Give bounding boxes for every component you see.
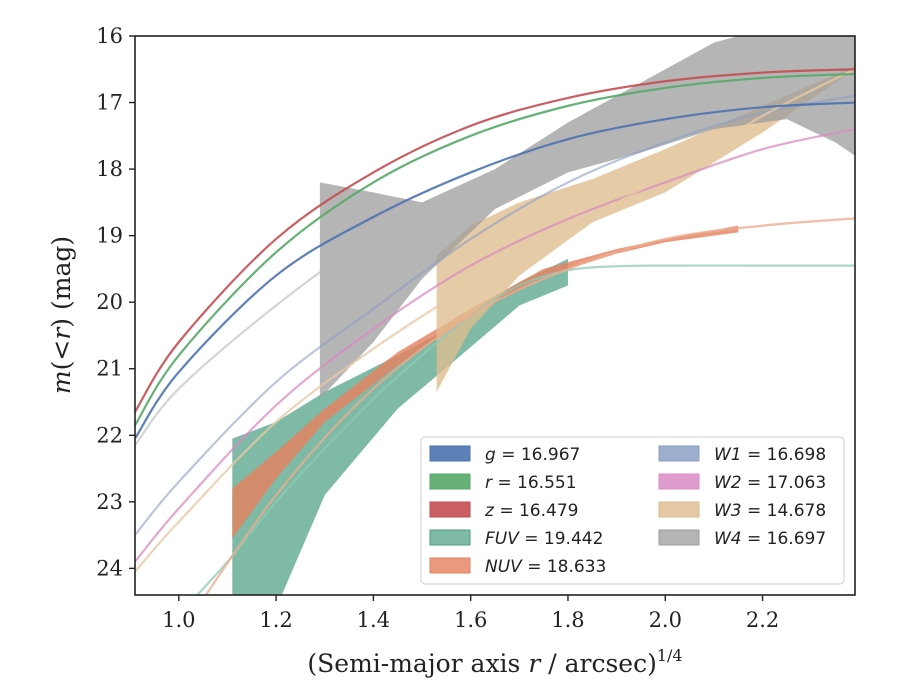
- y-tick-label: 23: [96, 490, 123, 514]
- legend-swatch-w1: [658, 445, 700, 462]
- legend: g = 16.967 r = 16.551 z = 16.479 FUV = 19.4…: [420, 436, 845, 585]
- band-layer: [232, 36, 855, 595]
- y-tick-label: 22: [96, 423, 123, 447]
- legend-swatch-g: [429, 445, 471, 462]
- series-line-r: [135, 72, 855, 426]
- series-line-g: [135, 101, 855, 440]
- series-line-z: [135, 68, 855, 413]
- legend-swatch-r: [429, 473, 471, 490]
- legend-swatch-w4: [658, 529, 700, 546]
- plot-frame: [134, 35, 856, 596]
- legend-label-nuv: NUV = 18.633: [485, 557, 606, 577]
- y-axis-label: m(<r) (mag): [47, 236, 76, 394]
- series-line-w1: [135, 94, 855, 536]
- y-tick-label: 24: [96, 556, 123, 580]
- legend-swatch-z: [429, 501, 471, 518]
- x-tick-label: 2.2: [746, 608, 779, 632]
- legend-swatch-nuv: [429, 557, 471, 574]
- legend-label-w4: W4 = 16.697: [714, 529, 826, 549]
- series-line-w2: [135, 128, 855, 563]
- line-layer: [135, 68, 855, 595]
- y-tick-label: 21: [96, 357, 123, 381]
- y-tick-label: 20: [96, 290, 123, 314]
- legend-label-w2: W2 = 17.063: [714, 473, 826, 493]
- band-w4: [319, 36, 855, 399]
- y-tick-label: 16: [96, 24, 123, 48]
- legend-label-r: r = 16.551: [485, 473, 577, 493]
- legend-swatch-fuv: [429, 529, 471, 546]
- legend-label-w1: W1 = 16.698: [714, 445, 826, 465]
- x-axis-label-main: (Semi-major axis: [307, 649, 528, 678]
- y-tick-label: 19: [96, 224, 123, 248]
- y-axis-label-mid: (<: [47, 340, 76, 371]
- x-tick-label: 1.2: [259, 608, 292, 632]
- x-axis-label: (Semi-major axis r / arcsec)1/4: [307, 646, 682, 678]
- x-tick-label: 2.0: [649, 608, 682, 632]
- x-tick-label: 1.6: [454, 608, 487, 632]
- x-axis: 1.0 1.2 1.4 1.6 1.8 2.0 2.2: [162, 595, 779, 632]
- x-axis-label-exp: 1/4: [657, 646, 683, 665]
- y-tick-label: 18: [96, 157, 123, 181]
- legend-label-fuv: FUV = 19.442: [485, 529, 603, 549]
- band-fuv: [232, 258, 568, 595]
- y-tick-label: 17: [96, 91, 123, 115]
- series-line-w4-line: [135, 141, 569, 446]
- legend-label-z: z = 16.479: [484, 501, 578, 521]
- x-axis-label-rest: / arcsec): [540, 649, 657, 678]
- y-axis-label-var1: m: [47, 370, 76, 394]
- x-axis-label-var: r: [528, 649, 542, 678]
- legend-swatch-w3: [658, 501, 700, 518]
- y-axis-label-var2: r: [47, 326, 76, 340]
- legend-label-w3: W3 = 14.678: [714, 501, 826, 521]
- legend-label-g: g = 16.967: [485, 445, 580, 465]
- legend-swatch-w2: [658, 473, 700, 490]
- x-tick-label: 1.4: [357, 608, 390, 632]
- y-axis-label-rest: ) (mag): [47, 236, 76, 328]
- x-tick-label: 1.0: [162, 608, 195, 632]
- x-tick-label: 1.8: [551, 608, 584, 632]
- legend-box: [420, 436, 845, 585]
- series-line-nuv-line: [204, 217, 855, 595]
- series-line-w3-line: [135, 68, 855, 573]
- band-w3: [436, 65, 855, 393]
- y-axis: 16 17 18 19 20 21 22 23 24: [96, 24, 135, 580]
